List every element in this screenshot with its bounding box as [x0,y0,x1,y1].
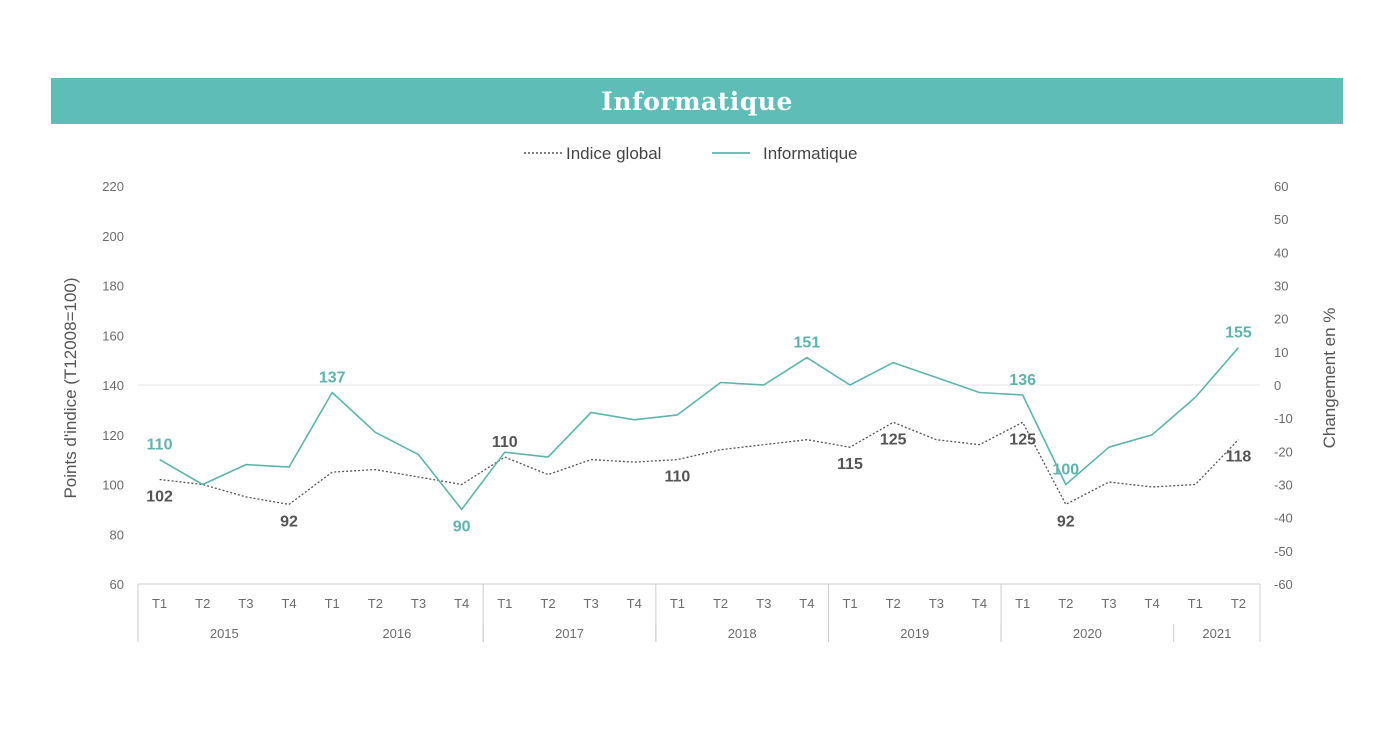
y2-tick-label: 20 [1274,312,1288,327]
x-tick-label: T2 [195,596,210,611]
x-tick-label: T1 [497,596,512,611]
x-tick-label: T1 [152,596,167,611]
data-label: 118 [1226,449,1252,466]
y2-tick-label: -60 [1274,577,1293,592]
y-tick-label: 80 [110,527,124,542]
x-tick-label: T4 [799,596,814,611]
y-tick-label: 160 [102,328,124,343]
x-tick-label: T3 [756,596,771,611]
x-tick-label: T1 [325,596,340,611]
data-label: 110 [665,469,691,486]
x-tick-label: T2 [368,596,383,611]
data-label: 100 [1052,462,1079,479]
x-tick-label: T2 [1231,596,1246,611]
x-tick-label: T4 [972,596,987,611]
data-label: 125 [880,431,907,448]
y-axis-label: Points d'indice (T12008=100) [61,277,80,498]
x-tick-label: T3 [584,596,599,611]
y-tick-label: 60 [110,577,124,592]
x-tick-label: T4 [281,596,296,611]
y2-tick-label: -50 [1274,544,1293,559]
x-tick-label: T2 [713,596,728,611]
x-tick-label: T4 [454,596,469,611]
data-label: 102 [146,489,173,506]
chart-title-bar: Informatique [51,78,1343,124]
year-label: 2020 [1073,626,1102,641]
x-axis: T1 T2 T3 T4 T1 T2 T3 T4 T1 T2 T3 T4 T1 T2 T3 T4 T1 T2 T3 T4… [137,583,1261,642]
data-label: 151 [794,335,821,352]
data-label: 155 [1225,325,1252,342]
y2-tick-label: 30 [1274,279,1288,294]
y-tick-label: 180 [102,279,124,294]
x-tick-label: T3 [929,596,944,611]
y2-axis-label: Changement en % [1320,308,1339,449]
data-labels: 102 92 110 110 115 125 125 92 118 110 137 90 151 136 1… [146,325,1252,536]
x-tick-label: T4 [627,596,642,611]
x-tick-label: T2 [1058,596,1073,611]
y2-tick-label: 40 [1274,245,1288,260]
y-tick-label: 140 [102,378,124,393]
y-axis-right: -60 -50 -40 -30 -20 -10 0 10 20 30 40 50 60 [1274,179,1293,592]
year-label: 2017 [555,626,584,641]
y2-tick-label: 0 [1274,378,1281,393]
data-label: 137 [319,369,346,386]
y-tick-label: 200 [102,229,124,244]
x-tick-label: T2 [540,596,555,611]
y2-tick-label: -10 [1274,411,1293,426]
legend-label: Indice global [566,144,661,163]
x-tick-label: T1 [842,596,857,611]
y2-tick-label: -40 [1274,511,1293,526]
legend-label: Informatique [763,144,858,163]
data-label: 92 [1057,513,1075,530]
y2-tick-label: 10 [1274,345,1288,360]
year-label: 2016 [382,626,411,641]
y-tick-label: 220 [102,179,124,194]
data-label: 90 [453,518,471,535]
x-tick-label: T3 [238,596,253,611]
y-tick-label: 120 [102,428,124,443]
y2-tick-label: -30 [1274,478,1293,493]
x-tick-label: T3 [1101,596,1116,611]
year-label: 2019 [900,626,929,641]
y2-tick-label: 50 [1274,212,1288,227]
year-label: 2015 [210,626,239,641]
data-label: 92 [280,513,298,530]
series-line-informatique [159,347,1240,511]
chart-title: Informatique [601,86,793,116]
legend: Indice global Informatique [524,144,858,163]
y2-tick-label: -20 [1274,444,1293,459]
x-tick-label: T1 [670,596,685,611]
series-line-indice-global [159,421,1239,506]
year-label: 2018 [728,626,757,641]
data-label: 110 [147,437,173,454]
data-label: 110 [492,434,518,451]
series-lines [138,347,1260,511]
x-tick-label: T3 [411,596,426,611]
x-tick-label: T1 [1015,596,1030,611]
y-axis-left: 60 80 100 120 140 160 180 200 220 [102,179,124,592]
x-tick-label: T1 [1188,596,1203,611]
y2-tick-label: 60 [1274,179,1288,194]
data-label: 136 [1009,372,1036,389]
x-tick-label: T4 [1145,596,1160,611]
data-label: 125 [1009,431,1036,448]
data-label: 115 [837,456,863,473]
year-label: 2021 [1202,626,1231,641]
x-tick-label: T2 [886,596,901,611]
y-tick-label: 100 [102,478,124,493]
